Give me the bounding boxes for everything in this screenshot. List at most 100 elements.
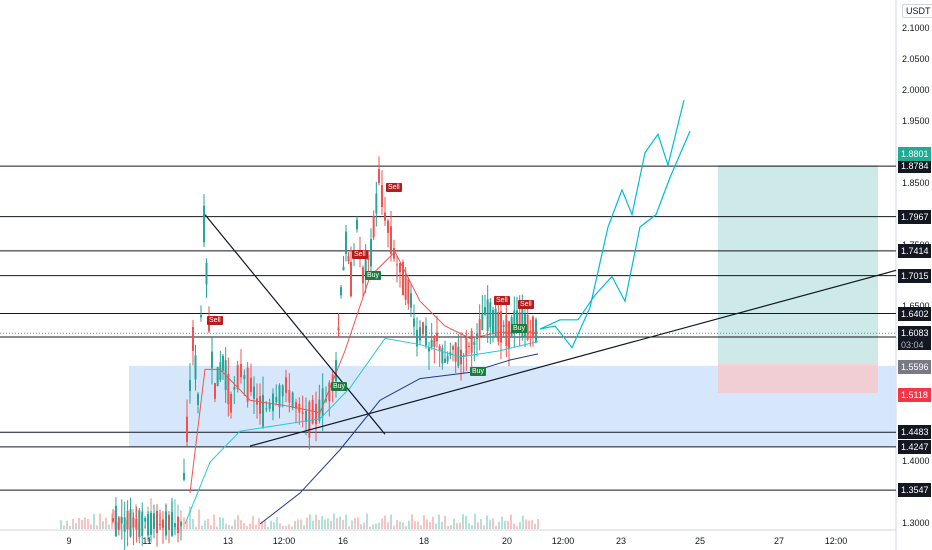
volume-bar (81, 520, 83, 529)
volume-bar (75, 523, 77, 529)
candle (177, 516, 179, 534)
candle (253, 386, 255, 399)
volume-bar (441, 521, 443, 529)
moving-average-long (259, 353, 539, 525)
candle (502, 324, 505, 327)
volume-bar (309, 514, 311, 529)
candle (399, 263, 401, 273)
candle (222, 355, 224, 371)
volume-bar (285, 525, 287, 529)
candle (318, 399, 321, 421)
volume-bar (474, 513, 476, 529)
candle (505, 314, 508, 347)
volume-bar (246, 526, 248, 529)
time-tick-label: 23 (615, 536, 626, 546)
volume-bar (444, 515, 446, 529)
sell-signal: Sell (386, 183, 402, 192)
volume-bar (174, 499, 176, 529)
volume-bar (507, 520, 509, 529)
volume-bar (288, 524, 290, 529)
rising-trendline (249, 269, 897, 447)
level-price-tag: 1.3547 (898, 483, 931, 498)
candle (396, 264, 398, 266)
candle (345, 231, 347, 254)
buy-signal: Buy (365, 271, 382, 280)
volume-bar (516, 526, 518, 529)
volume-bar (258, 518, 260, 529)
volume-bar (66, 520, 68, 529)
candle (120, 517, 123, 524)
candle (141, 511, 144, 537)
volume-bar (366, 513, 368, 529)
candle (473, 341, 476, 346)
candle (413, 318, 415, 327)
volume-bar (273, 522, 275, 529)
volume-bar (432, 516, 434, 529)
volume-bar (78, 517, 80, 529)
candle (438, 345, 441, 351)
candle (259, 396, 261, 414)
volume-bar (294, 520, 296, 529)
volume-bar (342, 519, 344, 529)
volume-bar (225, 523, 227, 529)
candle (497, 311, 500, 342)
volume-bar (90, 524, 92, 529)
volume-bar (312, 520, 314, 529)
candle (132, 517, 135, 528)
candle (470, 330, 473, 353)
price-tick-label: 1.3000 (902, 518, 930, 528)
volume-bar (477, 522, 479, 529)
candle (183, 472, 185, 480)
volume-bar (417, 521, 419, 529)
candle (311, 399, 314, 424)
candle (489, 302, 492, 328)
candle (168, 514, 170, 530)
volume-bar (387, 522, 389, 529)
candle (494, 308, 497, 337)
volume-bar (303, 525, 305, 529)
volume-bar (330, 520, 332, 529)
candle (356, 219, 358, 230)
candle (262, 394, 264, 427)
volume-bar (429, 522, 431, 529)
volume-bar (495, 525, 497, 529)
volume-bar (327, 518, 329, 529)
currency-label[interactable]: USDT (902, 4, 932, 18)
candle (384, 212, 386, 221)
candle (171, 511, 173, 536)
candle (422, 322, 424, 335)
projection-path-high (539, 100, 685, 349)
sell-signal: Sell (494, 296, 510, 305)
volume-bar (369, 526, 371, 529)
volume-bar (237, 515, 239, 529)
volume-bar (96, 525, 98, 529)
volume-bar (351, 520, 353, 529)
volume-bar (450, 525, 452, 529)
candle (250, 377, 252, 393)
time-tick-label: 13 (222, 536, 233, 546)
candle (532, 316, 534, 338)
candle (425, 325, 427, 346)
volume-bar (399, 521, 401, 529)
time-tick-label: 25 (694, 536, 705, 546)
volume-bar (228, 524, 230, 529)
target-zone (718, 165, 878, 364)
candle (446, 355, 449, 362)
volume-bar (396, 520, 398, 529)
candle (246, 367, 249, 402)
candle (112, 518, 114, 522)
candle (288, 389, 291, 403)
volume-bar (492, 518, 494, 529)
volume-bar (213, 514, 215, 529)
candle (117, 517, 120, 530)
candle (243, 375, 246, 379)
time-tick-label: 9 (66, 536, 72, 546)
volume-bar (333, 513, 335, 529)
candle (342, 266, 345, 271)
candle (481, 313, 484, 331)
candle (513, 310, 516, 335)
candle (153, 513, 155, 529)
candle (436, 332, 438, 342)
volume-bar (267, 526, 269, 529)
